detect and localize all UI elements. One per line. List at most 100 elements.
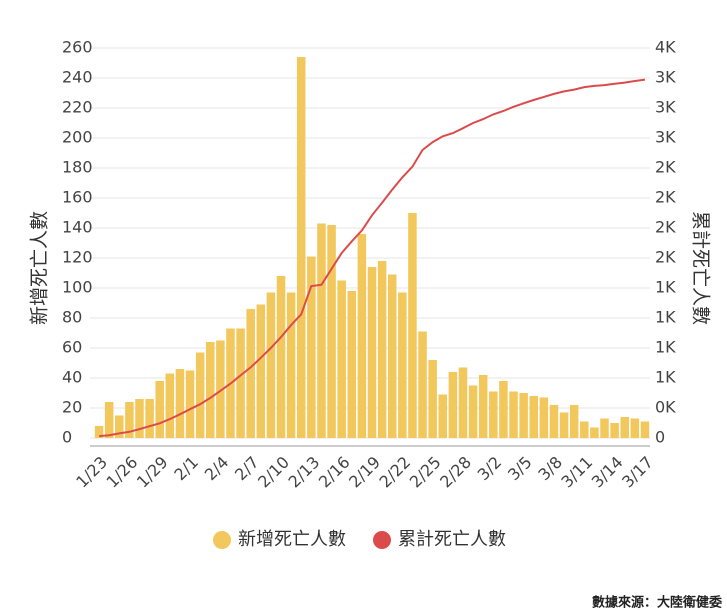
- y2-tick-label: 3K: [655, 128, 676, 147]
- y2-tick-label: 1K: [655, 338, 676, 357]
- y2-tick-label: 1K: [655, 278, 676, 297]
- y2-tick-label: 2K: [655, 188, 676, 207]
- bar: [519, 393, 528, 438]
- x-tick-label: 1/23: [72, 453, 111, 492]
- bar: [559, 412, 569, 438]
- x-tick-label: 2/28: [436, 453, 475, 492]
- bar: [640, 421, 650, 438]
- x-tick-label: 3/2: [474, 453, 506, 485]
- bar: [408, 213, 417, 438]
- bar: [236, 328, 245, 438]
- bar: [418, 331, 427, 438]
- bar: [296, 57, 306, 438]
- legend-label: 新增死亡人數: [238, 529, 346, 550]
- x-tick-label: 2/19: [345, 453, 384, 492]
- bar: [489, 391, 498, 438]
- x-tick-label: 3/14: [588, 453, 627, 492]
- bar: [468, 385, 478, 438]
- x-tick-label: 2/1: [170, 453, 202, 485]
- bar: [327, 225, 336, 438]
- bar: [600, 418, 609, 438]
- bar: [610, 423, 619, 438]
- x-tick-label: 2/10: [254, 453, 293, 492]
- bar: [165, 373, 175, 438]
- bar: [620, 417, 629, 438]
- y2-tick-label: 4K: [655, 38, 676, 57]
- bar: [135, 399, 144, 438]
- y-tick-label: 100: [62, 278, 93, 297]
- bar: [347, 291, 357, 438]
- bar: [458, 367, 468, 438]
- bar: [590, 427, 599, 438]
- bar: [377, 261, 387, 438]
- x-tick-label: 3/5: [504, 453, 536, 485]
- bar: [367, 267, 377, 438]
- bar: [317, 223, 326, 438]
- bar: [337, 280, 346, 438]
- bar: [286, 292, 296, 438]
- bar: [307, 256, 316, 438]
- y-tick-label: 140: [62, 218, 93, 237]
- y2-tick-label: 0K: [655, 398, 676, 417]
- source: 數據來源：大陸衛健委: [592, 595, 722, 610]
- x-tick-label: 2/22: [375, 453, 414, 492]
- bar: [398, 292, 407, 438]
- bar: [428, 360, 437, 438]
- bar: [216, 340, 225, 438]
- y2-tick-label: 0: [655, 428, 665, 447]
- y2-tick-label: 3K: [655, 68, 676, 87]
- x-tick-label: 3/17: [618, 453, 657, 492]
- y-tick-label: 200: [62, 128, 93, 147]
- y2-axis-title: 累計死亡人數: [690, 211, 712, 325]
- bar: [539, 397, 549, 438]
- bar: [175, 369, 185, 438]
- bar: [94, 426, 104, 438]
- y2-tick-label: 3K: [655, 98, 676, 117]
- bar: [104, 402, 114, 438]
- bar: [266, 292, 276, 438]
- bar: [509, 391, 518, 438]
- bar: [195, 352, 205, 438]
- y-tick-label: 220: [62, 98, 93, 117]
- bar: [580, 421, 589, 438]
- bar: [448, 372, 458, 438]
- x-tick-label: 2/25: [406, 453, 445, 492]
- y-tick-label: 120: [62, 248, 93, 267]
- legend-swatch: [373, 531, 391, 549]
- bar: [478, 375, 488, 438]
- y-tick-label: 240: [62, 68, 93, 87]
- bar: [125, 402, 134, 438]
- x-tick-label: 3/11: [557, 453, 596, 492]
- bar: [438, 394, 448, 438]
- y2-tick-label: 1K: [655, 368, 676, 387]
- y2-tick-label: 2K: [655, 248, 676, 267]
- bar: [499, 381, 508, 438]
- legend-swatch: [213, 531, 231, 549]
- bar: [246, 309, 255, 438]
- bar: [569, 405, 579, 438]
- y-tick-label: 20: [62, 398, 82, 417]
- y-tick-label: 260: [62, 38, 93, 57]
- y2-tick-label: 1K: [655, 308, 676, 327]
- bar: [155, 381, 164, 438]
- x-tick-label: 1/29: [133, 453, 172, 492]
- bar: [145, 399, 154, 438]
- y-tick-label: 180: [62, 158, 93, 177]
- y-tick-label: 80: [62, 308, 82, 327]
- bar: [549, 405, 559, 438]
- x-tick-label: 2/4: [201, 453, 233, 485]
- x-tick-label: 2/16: [315, 453, 354, 492]
- y2-tick-label: 2K: [655, 158, 676, 177]
- y-tick-label: 0: [62, 428, 72, 447]
- y-tick-label: 40: [62, 368, 82, 387]
- bar: [115, 415, 124, 438]
- x-tick-label: 1/26: [103, 453, 142, 492]
- bar: [206, 342, 215, 438]
- y-tick-label: 160: [62, 188, 93, 207]
- y2-tick-label: 2K: [655, 218, 676, 237]
- bar: [357, 234, 367, 438]
- bar: [630, 418, 640, 438]
- line: [99, 78, 646, 438]
